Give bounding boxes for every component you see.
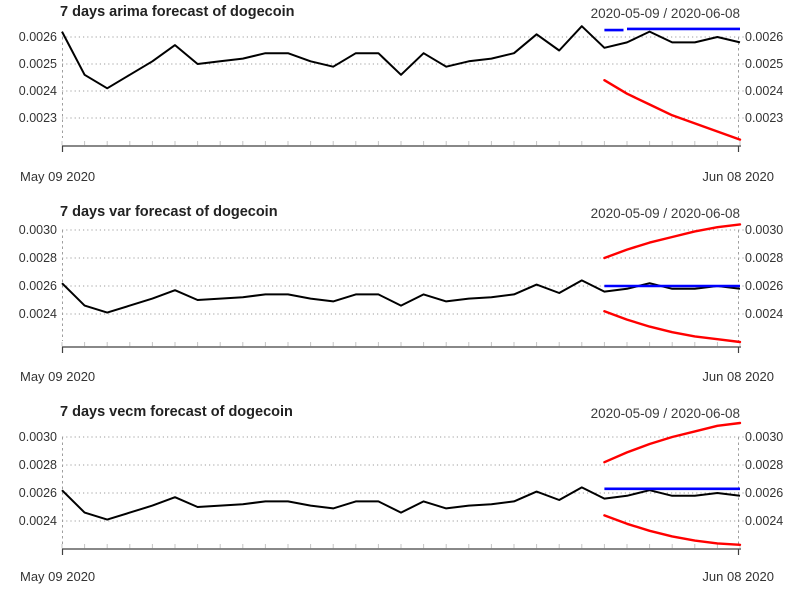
var-chart-title: 7 days var forecast of dogecoin <box>60 204 278 220</box>
y-tick-label: 0.0028 <box>745 251 784 265</box>
vecm-confidence-line <box>603 421 742 464</box>
y-tick-label: 0.0025 <box>745 57 784 71</box>
y-tick-label: 0.0030 <box>18 430 57 444</box>
y-tick-label: 0.0030 <box>18 223 57 237</box>
y-tick-label: 0.0023 <box>18 111 57 125</box>
y-tick-label: 0.0030 <box>745 430 784 444</box>
y-tick-label: 0.0024 <box>18 307 57 321</box>
x-axis-label-end: Jun 08 2020 <box>702 369 774 384</box>
y-tick-label: 0.0028 <box>18 251 57 265</box>
y-tick-label: 0.0024 <box>745 307 784 321</box>
x-axis-label-start: May 09 2020 <box>20 169 96 184</box>
arima-confidence-line <box>603 78 742 141</box>
y-tick-label: 0.0025 <box>18 57 57 71</box>
y-tick-label: 0.0024 <box>745 84 784 98</box>
x-axis-label-start: May 09 2020 <box>20 369 96 384</box>
arima-date-range-label: 2020-05-09 / 2020-06-08 <box>590 6 740 21</box>
actual-price-line <box>61 486 741 521</box>
y-tick-label: 0.0026 <box>18 486 57 500</box>
y-tick-label: 0.0030 <box>745 223 784 237</box>
x-axis-label-end: Jun 08 2020 <box>702 169 774 184</box>
var-confidence-line <box>603 223 742 260</box>
var-date-range-label: 2020-05-09 / 2020-06-08 <box>590 206 740 221</box>
y-tick-label: 0.0026 <box>18 279 57 293</box>
y-tick-label: 0.0024 <box>745 514 784 528</box>
actual-price-line <box>61 279 741 314</box>
var-confidence-line <box>603 310 742 344</box>
y-tick-label: 0.0026 <box>745 30 784 44</box>
y-tick-label: 0.0024 <box>18 514 57 528</box>
y-tick-label: 0.0026 <box>18 30 57 44</box>
arima-chart-title: 7 days arima forecast of dogecoin <box>60 4 295 20</box>
y-tick-label: 0.0024 <box>18 84 57 98</box>
actual-price-line <box>61 25 741 90</box>
vecm-confidence-line <box>603 514 742 546</box>
x-axis-label-end: Jun 08 2020 <box>702 569 774 584</box>
x-axis-label-start: May 09 2020 <box>20 569 96 584</box>
vecm-chart-title: 7 days vecm forecast of dogecoin <box>60 404 293 420</box>
y-tick-label: 0.0028 <box>18 458 57 472</box>
y-tick-label: 0.0028 <box>745 458 784 472</box>
y-tick-label: 0.0026 <box>745 279 784 293</box>
vecm-date-range-label: 2020-05-09 / 2020-06-08 <box>590 406 740 421</box>
y-tick-label: 0.0026 <box>745 486 784 500</box>
y-tick-label: 0.0023 <box>745 111 784 125</box>
